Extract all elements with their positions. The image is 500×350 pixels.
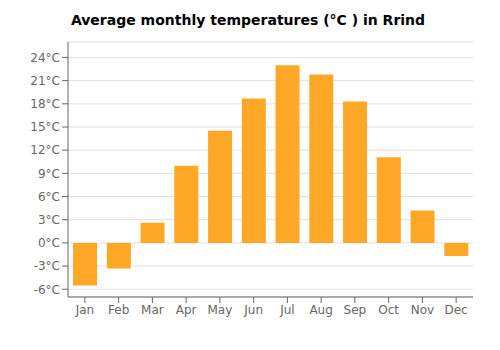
svg-text:Sep: Sep (344, 303, 367, 317)
svg-text:15°C: 15°C (30, 120, 60, 134)
svg-text:Feb: Feb (108, 303, 129, 317)
svg-text:6°C: 6°C (38, 190, 60, 204)
svg-text:Apr: Apr (176, 303, 197, 317)
svg-text:-6°C: -6°C (34, 283, 60, 297)
svg-text:0°C: 0°C (38, 236, 60, 250)
svg-text:9°C: 9°C (38, 167, 60, 181)
svg-text:12°C: 12°C (30, 143, 60, 157)
svg-text:Jun: Jun (243, 303, 263, 317)
svg-text:Mar: Mar (141, 303, 164, 317)
svg-text:May: May (207, 303, 232, 317)
svg-text:24°C: 24°C (30, 51, 60, 65)
svg-text:3°C: 3°C (38, 213, 60, 227)
svg-text:Aug: Aug (309, 303, 332, 317)
svg-text:Jan: Jan (75, 303, 95, 317)
svg-text:-3°C: -3°C (34, 259, 60, 273)
svg-text:Oct: Oct (378, 303, 399, 317)
svg-text:Dec: Dec (445, 303, 468, 317)
html-text:Average monthly temperatures (: Average monthly temperatures (°C ) in Rr… (70, 12, 426, 28)
svg-text:18°C: 18°C (30, 97, 60, 111)
svg-text:21°C: 21°C (30, 74, 60, 88)
svg-text:Nov: Nov (411, 303, 434, 317)
svg-text:Jul: Jul (279, 303, 294, 317)
